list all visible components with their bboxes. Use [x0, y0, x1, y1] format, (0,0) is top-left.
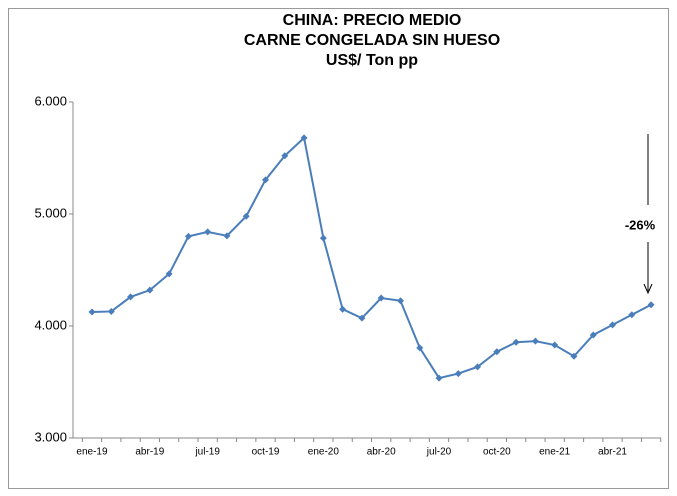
data-point — [512, 338, 520, 346]
series-line — [91, 135, 652, 380]
data-point — [242, 212, 250, 220]
x-tick-label: abr-20 — [367, 447, 396, 458]
data-point — [493, 348, 501, 356]
y-tick-label: 4.000 — [34, 317, 67, 332]
data-point — [88, 308, 96, 316]
x-tick-label: oct-19 — [252, 447, 280, 458]
data-point — [531, 337, 539, 345]
data-point — [396, 297, 404, 305]
data-point — [165, 270, 173, 278]
x-tick-label: jul-20 — [426, 447, 452, 458]
data-point — [281, 152, 289, 160]
data-point — [647, 301, 655, 309]
chart-title: CARNE CONGELADA SIN HUESO — [244, 32, 500, 49]
data-point — [628, 311, 636, 319]
data-point — [416, 344, 424, 352]
arrow-head — [643, 283, 653, 295]
x-tick-label: ene-20 — [308, 447, 340, 458]
data-point — [435, 374, 443, 382]
data-point — [184, 232, 192, 240]
x-tick-label: ene-21 — [539, 447, 571, 458]
data-point — [146, 286, 154, 294]
data-point — [107, 307, 115, 315]
data-point — [300, 134, 308, 142]
data-point — [570, 352, 578, 360]
chart-frame — [8, 8, 669, 489]
y-tick-label: 3.000 — [34, 429, 67, 444]
annotation: -26% — [625, 217, 656, 232]
data-point — [319, 234, 327, 242]
data-point — [551, 341, 559, 349]
data-point — [127, 293, 135, 301]
chart-title: CHINA: PRECIO MEDIO — [283, 12, 462, 29]
chart-title: US$/ Ton pp — [326, 52, 418, 69]
data-point — [474, 363, 482, 371]
x-tick-label: abr-19 — [135, 447, 164, 458]
data-point — [454, 370, 462, 378]
data-point — [223, 232, 231, 240]
data-point — [377, 294, 385, 302]
x-tick-label: jul-19 — [194, 447, 220, 458]
data-point — [262, 176, 270, 184]
y-tick-label: 6.000 — [34, 93, 67, 108]
x-tick-label: ene-19 — [76, 447, 108, 458]
data-point — [609, 321, 617, 329]
data-point — [589, 331, 597, 339]
data-point — [204, 228, 212, 236]
x-tick-label: oct-20 — [483, 447, 511, 458]
data-point — [358, 314, 366, 322]
y-tick-label: 5.000 — [34, 205, 67, 220]
x-tick-label: abr-21 — [598, 447, 627, 458]
data-point — [339, 305, 347, 313]
